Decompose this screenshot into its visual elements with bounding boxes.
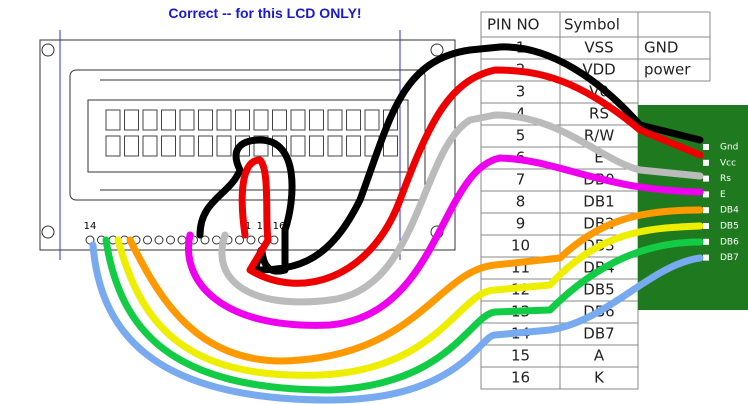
pin-function: power: [644, 61, 691, 79]
char-cell: [309, 109, 324, 131]
pin-symbol: K: [594, 369, 605, 387]
char-cell: [216, 109, 232, 131]
pin: [246, 235, 256, 245]
char-cell: [346, 135, 361, 157]
table-header: PIN NO: [487, 16, 540, 34]
board-label: DB4: [720, 206, 739, 216]
char-cell: [142, 135, 158, 157]
char-cell: [327, 109, 343, 131]
pin-number: 3: [516, 83, 526, 101]
char-cell: [235, 109, 250, 131]
char-cell: [105, 109, 121, 131]
pin-label: 16: [273, 221, 286, 232]
table-header: Symbol: [564, 16, 620, 34]
pin: [212, 235, 221, 245]
char-cell: [198, 109, 213, 131]
lcd: [39, 30, 456, 260]
char-cell: [309, 135, 324, 157]
pin-number: 16: [511, 369, 530, 387]
pin: [235, 235, 244, 245]
board-pad: [703, 238, 709, 245]
char-cell: [235, 135, 250, 157]
board-pad: [703, 254, 709, 261]
board-label: E: [720, 190, 726, 200]
pin-symbol: R/W: [584, 127, 614, 145]
pin-symbol: DB7: [583, 325, 614, 343]
char-cell: [179, 135, 195, 157]
pin: [166, 235, 175, 245]
char-cell: [105, 135, 121, 157]
board-pad: [703, 175, 709, 182]
pin-label: 15: [257, 221, 270, 232]
pin-number: 9: [516, 215, 526, 233]
board-pad: [703, 207, 709, 214]
char-cell: [327, 135, 343, 157]
pin-function: GND: [644, 39, 678, 57]
board-pad: [703, 223, 709, 229]
pin: [177, 235, 187, 245]
pin-symbol: DB5: [583, 281, 614, 299]
pin-number: 10: [511, 237, 530, 255]
board-pad: [703, 191, 709, 198]
char-cell: [272, 109, 287, 131]
char-cell: [290, 109, 306, 131]
pin-number: 4: [516, 105, 526, 123]
char-cell: [161, 135, 176, 157]
pin-symbol: VSS: [584, 39, 613, 57]
char-cell: [124, 135, 139, 157]
board-label: Rs: [720, 174, 731, 184]
wires: [89, 43, 704, 404]
pin: [143, 235, 152, 245]
pin-symbol: A: [594, 347, 605, 365]
pin-number: 8: [516, 193, 526, 211]
char-cell: [179, 109, 195, 131]
pin-label: 14: [84, 221, 97, 232]
char-cell: [253, 135, 269, 157]
pin-symbol: E: [594, 149, 603, 167]
char-cell: [216, 135, 232, 157]
board-label: Gnd: [720, 143, 738, 153]
title: Correct -- for this LCD ONLY!: [168, 5, 361, 21]
pin-symbol: VDD: [582, 61, 615, 79]
pin-symbol: RS: [589, 105, 609, 123]
char-cell: [290, 135, 306, 157]
pin-number: 15: [511, 347, 530, 365]
pin-number: 7: [516, 171, 526, 189]
board-pad: [703, 144, 709, 150]
char-cell: [346, 109, 361, 131]
char-cell: [383, 135, 398, 157]
board-label: DB7: [720, 253, 739, 263]
board-label: DB6: [720, 237, 739, 247]
pin-number: 5: [516, 127, 526, 145]
char-cell: [198, 135, 213, 157]
char-cell: [142, 109, 158, 131]
board-label: Vcc: [720, 158, 736, 168]
pin-symbol: DB1: [583, 193, 614, 211]
board-labels: Gnd Vcc Rs E DB4 DB5 DB6 DB7: [703, 143, 739, 263]
char-cell: [124, 109, 139, 131]
board-pad: [703, 159, 709, 166]
pin: [154, 235, 164, 245]
char-cell: [161, 109, 176, 131]
char-cell: [364, 109, 380, 131]
pin: [200, 235, 210, 245]
char-cell: [253, 109, 269, 131]
lcd-characters: [105, 109, 398, 157]
board-label: DB5: [720, 222, 739, 232]
pin-label: 1: [245, 221, 251, 232]
